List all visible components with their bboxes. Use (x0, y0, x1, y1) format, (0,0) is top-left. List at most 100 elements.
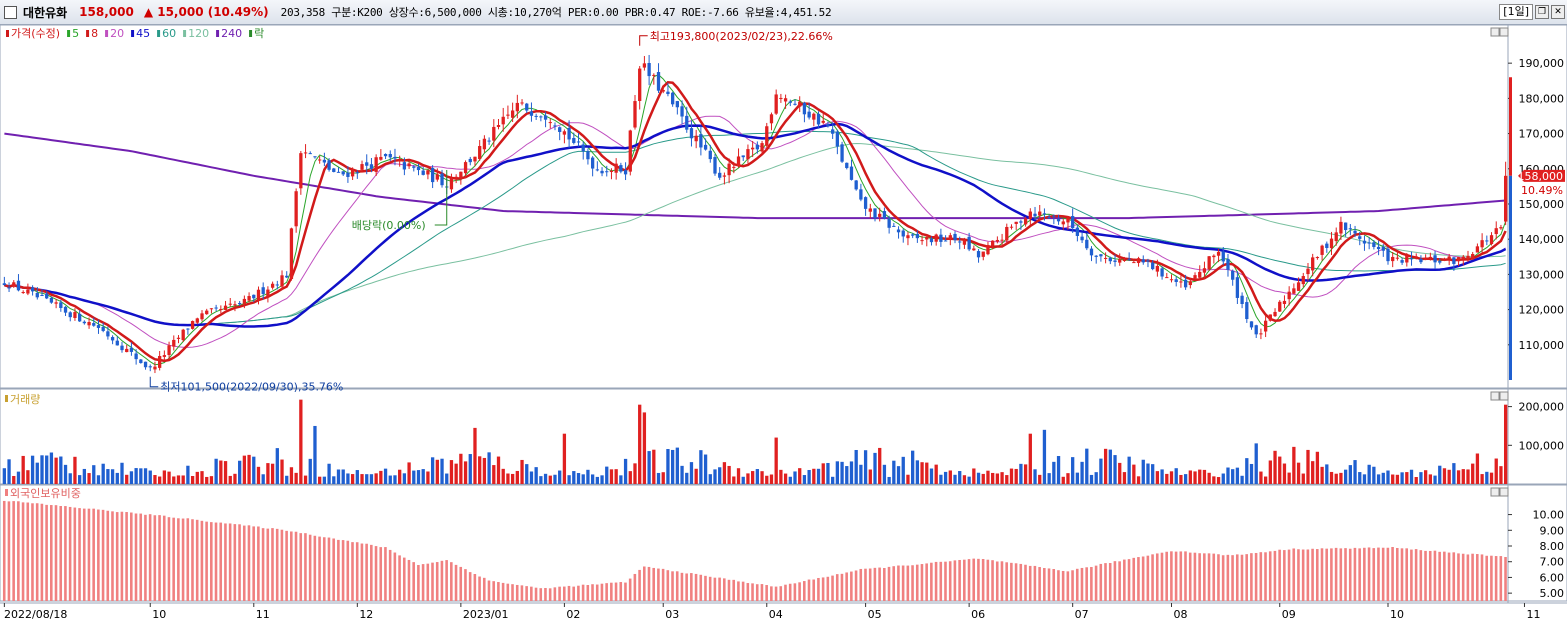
volume-tick-label: 100,000 (1519, 439, 1565, 452)
volume-bar (120, 462, 124, 484)
volume-bar (718, 467, 722, 484)
volume-bar (911, 450, 915, 484)
foreign-bar (398, 555, 401, 601)
foreign-bar (1141, 556, 1145, 601)
candle-body (54, 302, 58, 304)
candle-body (398, 159, 402, 161)
volume-bar (190, 475, 195, 484)
foreign-bar (111, 511, 114, 601)
candle-body (1165, 277, 1169, 279)
candle-body (459, 171, 463, 179)
foreign-bar (1494, 556, 1498, 601)
candle-body (774, 94, 778, 114)
foreign-bar (765, 585, 768, 601)
volume-bar (1329, 471, 1334, 484)
candle-body (567, 127, 571, 140)
candle-body (718, 172, 722, 178)
foreign-bar (1226, 554, 1230, 601)
candle-body (1183, 279, 1188, 288)
candle-body (670, 92, 675, 105)
foreign-bar (1485, 555, 1488, 601)
candle-body (365, 162, 369, 166)
foreign-bar (906, 565, 910, 601)
candle-body (1240, 295, 1244, 304)
candle-body (501, 116, 505, 125)
candle-body (1023, 218, 1028, 225)
foreign-bar (487, 580, 491, 601)
volume-bar (623, 458, 628, 484)
foreign-bar (12, 501, 15, 601)
volume-bar (40, 455, 44, 484)
candle-body (1461, 256, 1465, 259)
foreign-bar (642, 566, 646, 601)
volume-bar (1174, 468, 1178, 484)
volume-bar (482, 457, 487, 484)
candle-body (826, 124, 830, 126)
volume-bar (1395, 474, 1400, 484)
candle-body (1231, 270, 1235, 280)
candle-body (1400, 260, 1404, 263)
period-selector[interactable]: [1일] (1499, 4, 1533, 20)
candle-body (1193, 275, 1197, 279)
candle-body (1433, 255, 1437, 263)
candle-body (741, 155, 745, 158)
volume-bar (1221, 473, 1225, 484)
candle-body (1456, 257, 1461, 262)
foreign-bar (228, 523, 232, 601)
foreign-bar (1504, 556, 1507, 601)
foreign-bar (35, 503, 39, 601)
foreign-bar (515, 584, 519, 601)
volume-tick-label: 200,000 (1519, 401, 1565, 414)
volume-bar (110, 469, 115, 484)
candle-body (642, 63, 647, 68)
legend-swatch (157, 30, 161, 37)
candle-body (1033, 213, 1037, 217)
volume-bar (642, 412, 647, 484)
restore-icon[interactable]: ❐ (1535, 5, 1549, 19)
candle-body (1080, 236, 1084, 241)
candle-body (623, 170, 628, 175)
volume-bar (73, 456, 77, 484)
foreign-bar (1203, 553, 1206, 601)
foreign-bar (1174, 551, 1178, 601)
foreign-bar (402, 557, 406, 601)
candle-body (233, 304, 237, 306)
candle-body (1122, 260, 1127, 262)
volume-bar (1499, 466, 1503, 484)
volume-bar (1052, 461, 1056, 484)
foreign-bar (610, 582, 613, 601)
foreign-bar (963, 559, 966, 601)
close-icon[interactable]: ✕ (1551, 5, 1565, 19)
candle-body (1489, 235, 1494, 245)
volume-bar (750, 471, 755, 484)
candle-body (1056, 219, 1061, 222)
volume-bar (26, 470, 30, 484)
volume-bar (440, 458, 444, 484)
volume-bar (906, 474, 910, 484)
x-tick-label: 07 (1075, 608, 1089, 621)
volume-bar (543, 473, 548, 484)
candle-body (967, 236, 971, 250)
foreign-bar (341, 540, 345, 601)
legend-swatch (67, 30, 71, 37)
volume-bar (101, 463, 105, 484)
select-checkbox[interactable] (4, 5, 17, 19)
candle-body (1014, 221, 1018, 224)
volume-bar (87, 473, 91, 484)
volume-bar (398, 469, 402, 484)
foreign-bar (1137, 557, 1140, 601)
candle-body (1329, 238, 1334, 249)
volume-bar (929, 468, 934, 484)
candle-body (835, 131, 840, 147)
pane-close-icon (1499, 487, 1509, 497)
volume-bar (638, 404, 642, 484)
foreign-bar (657, 568, 660, 601)
candle-body (1028, 211, 1032, 220)
stock-chart[interactable]: 가격(수정) 5 8 20 45 60 120 240 락 110,000 120,000 130,0… (0, 25, 1567, 630)
volume-bar (162, 470, 167, 484)
volume-bar (1339, 472, 1343, 484)
foreign-bar (125, 512, 128, 601)
volume-bar (798, 468, 802, 484)
candle-body (1160, 268, 1164, 277)
foreign-bar (1428, 550, 1432, 601)
